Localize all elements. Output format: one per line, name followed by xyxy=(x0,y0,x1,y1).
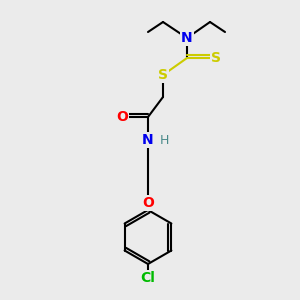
Text: S: S xyxy=(158,68,168,82)
Text: H: H xyxy=(159,134,169,146)
Text: S: S xyxy=(211,51,221,65)
Text: O: O xyxy=(142,196,154,210)
Text: N: N xyxy=(181,31,193,45)
Text: N: N xyxy=(142,133,154,147)
Text: O: O xyxy=(116,110,128,124)
Text: Cl: Cl xyxy=(141,271,155,285)
